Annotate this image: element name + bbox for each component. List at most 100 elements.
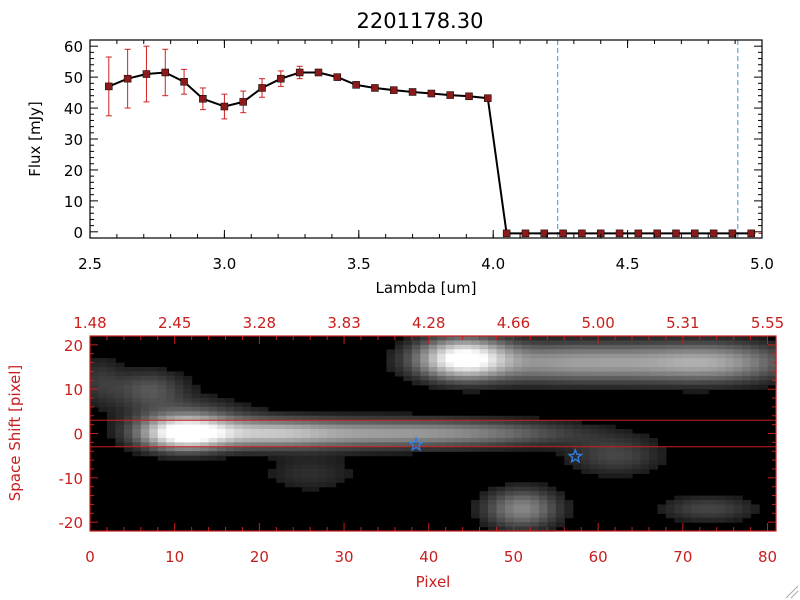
image-pixel xyxy=(98,384,108,390)
image-pixel xyxy=(725,513,735,519)
image-pixel xyxy=(665,375,675,381)
image-pixel xyxy=(267,468,277,474)
image-pixel xyxy=(140,375,150,381)
image-pixel xyxy=(225,446,235,452)
image-pixel xyxy=(123,411,133,417)
image-pixel xyxy=(132,389,142,395)
image-pixel xyxy=(530,517,540,523)
image-pixel xyxy=(767,340,777,346)
image-pixel xyxy=(530,349,540,355)
image-pixel xyxy=(301,464,311,470)
image-pixel xyxy=(445,353,455,359)
image-pixel xyxy=(191,393,201,399)
image-pixel xyxy=(403,336,413,342)
image-pixel xyxy=(327,482,337,488)
image-pixel xyxy=(504,344,515,350)
image-pixel xyxy=(691,362,701,368)
image-pixel xyxy=(200,429,210,435)
image-pixel xyxy=(191,437,201,443)
image-pixel xyxy=(606,446,616,452)
image-pixel xyxy=(123,433,133,439)
image-pixel xyxy=(276,411,286,417)
image-pixel xyxy=(98,380,108,386)
image-pixel xyxy=(276,446,286,452)
image-pixel xyxy=(225,420,235,426)
image-pixel xyxy=(589,433,599,439)
image-pixel xyxy=(174,442,184,448)
image-pixel xyxy=(699,517,709,523)
image-pixel xyxy=(225,406,235,412)
image-pixel xyxy=(581,429,591,435)
image-pixel xyxy=(344,420,354,426)
image-pixel xyxy=(386,433,396,439)
image-pixel xyxy=(648,384,659,390)
image-pixel xyxy=(682,495,692,501)
image-pixel xyxy=(250,442,260,448)
image-pixel xyxy=(428,415,438,421)
image-pixel xyxy=(504,491,515,497)
image-pixel xyxy=(437,442,447,448)
image-pixel xyxy=(682,367,692,373)
image-pixel xyxy=(310,451,320,457)
image-pixel xyxy=(318,473,328,479)
image-pixel xyxy=(640,362,650,368)
image-pixel xyxy=(513,353,523,359)
image-pixel xyxy=(538,371,548,377)
image-pixel xyxy=(403,411,413,417)
image-pixel xyxy=(174,406,184,412)
image-pixel xyxy=(132,380,142,386)
image-pixel xyxy=(157,446,167,452)
image-pixel xyxy=(657,451,667,457)
image-pixel xyxy=(564,380,574,386)
image-pixel xyxy=(513,499,523,506)
image-pixel xyxy=(530,384,540,390)
image-pixel xyxy=(589,460,599,466)
image-pixel xyxy=(682,358,692,364)
image-pixel xyxy=(479,336,489,342)
resize-grip-icon[interactable] xyxy=(785,585,799,599)
image-pixel xyxy=(589,437,599,443)
image-pixel xyxy=(530,499,540,506)
image-pixel xyxy=(191,406,201,412)
image-pixel xyxy=(555,442,565,448)
image-pixel xyxy=(513,380,523,386)
image-pixel xyxy=(403,362,413,368)
image-pixel xyxy=(437,344,447,350)
image-pixel xyxy=(335,464,345,470)
image-pixel xyxy=(496,353,506,359)
image-pixel xyxy=(555,349,565,355)
image-pixel xyxy=(174,415,184,421)
x-tick-label: 50 xyxy=(504,548,523,566)
image-pixel xyxy=(555,504,565,510)
image-pixel xyxy=(699,513,709,519)
image-pixel xyxy=(174,424,184,430)
image-pixel xyxy=(530,442,540,448)
image-pixel xyxy=(98,406,108,412)
image-pixel xyxy=(259,437,269,443)
image-pixel xyxy=(140,424,150,430)
image-pixel xyxy=(284,437,294,443)
image-pixel xyxy=(344,415,354,421)
image-pixel xyxy=(301,429,311,435)
image-pixel xyxy=(123,371,133,377)
image-pixel xyxy=(411,415,421,421)
image-pixel xyxy=(615,367,625,373)
image-pixel xyxy=(750,349,760,355)
image-pixel xyxy=(115,424,125,430)
image-pixel xyxy=(513,375,523,381)
image-pixel xyxy=(513,437,523,443)
image-pixel xyxy=(284,446,294,452)
image-pixel xyxy=(504,526,515,532)
image-pixel xyxy=(496,526,506,532)
image-pixel xyxy=(335,468,345,474)
image-pixel xyxy=(538,340,548,346)
image-pixel xyxy=(488,429,498,435)
image-pixel xyxy=(623,375,633,381)
image-pixel xyxy=(691,384,701,390)
image-pixel xyxy=(445,344,455,350)
image-pixel xyxy=(233,446,244,452)
image-pixel xyxy=(589,358,599,364)
image-pixel xyxy=(90,362,100,368)
image-pixel xyxy=(471,367,481,373)
image-pixel xyxy=(699,371,709,377)
